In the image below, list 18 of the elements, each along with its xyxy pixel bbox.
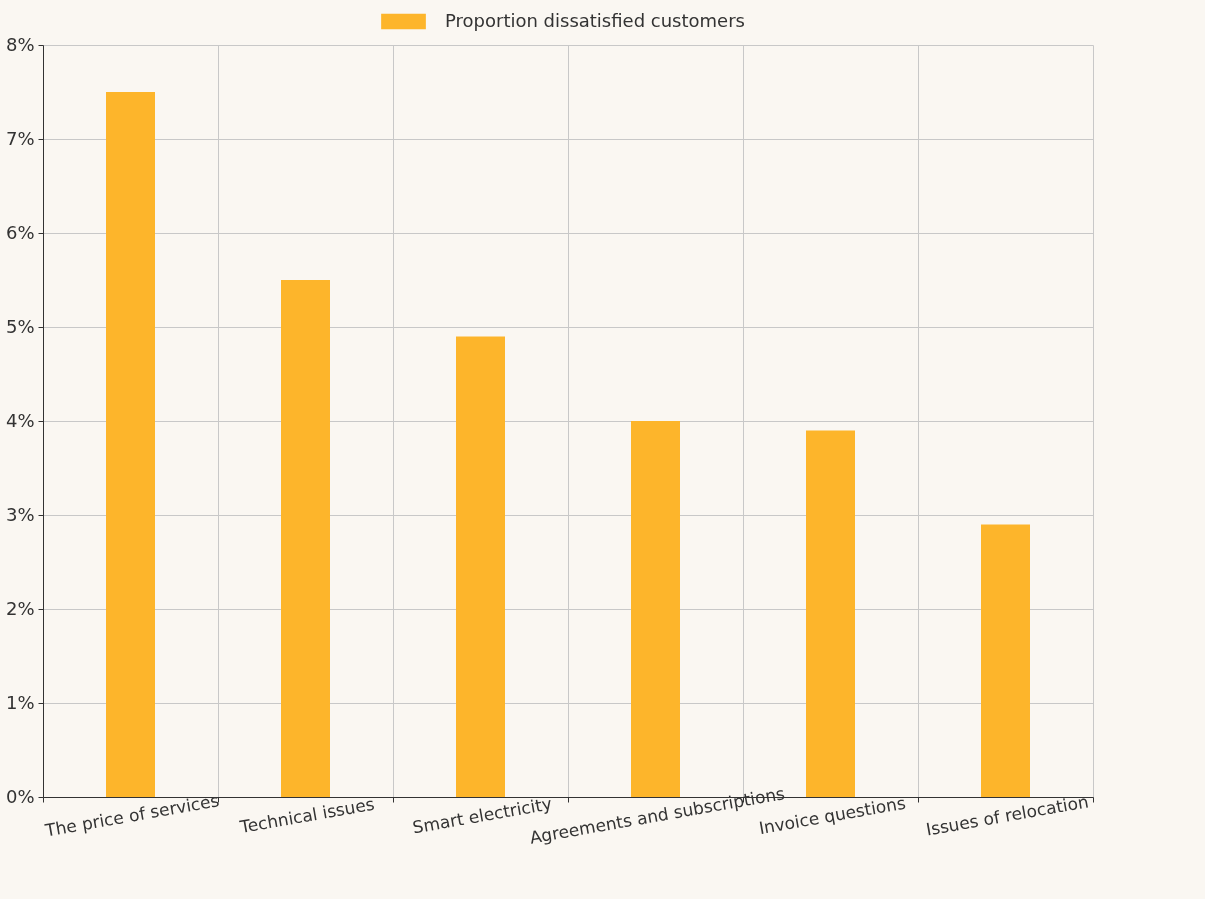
y-tick-label: 3% <box>5 503 35 525</box>
y-tick-label: 6% <box>5 221 35 243</box>
y-tick-label: 0% <box>5 785 35 807</box>
y-tick-label: 1% <box>5 691 35 713</box>
x-tick-label: Issues of relocation <box>924 791 1090 840</box>
bar <box>281 280 330 797</box>
bar <box>981 524 1030 797</box>
bar <box>456 336 505 797</box>
bar <box>806 430 855 797</box>
y-tick-label: 7% <box>5 127 35 149</box>
x-tick-label: Technical issues <box>237 793 377 838</box>
bar <box>106 92 155 797</box>
y-tick-label: 8% <box>5 33 35 55</box>
legend-label: Proportion dissatisfied customers <box>445 9 745 31</box>
y-tick-label: 5% <box>5 315 35 337</box>
x-tick-label: The price of services <box>42 790 221 841</box>
y-tick-label: 4% <box>5 409 35 431</box>
y-tick-label: 2% <box>5 597 35 619</box>
